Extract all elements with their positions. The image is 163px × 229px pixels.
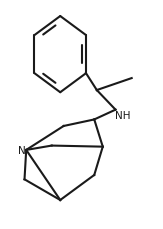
- Text: NH: NH: [115, 111, 130, 120]
- Text: N: N: [18, 145, 26, 155]
